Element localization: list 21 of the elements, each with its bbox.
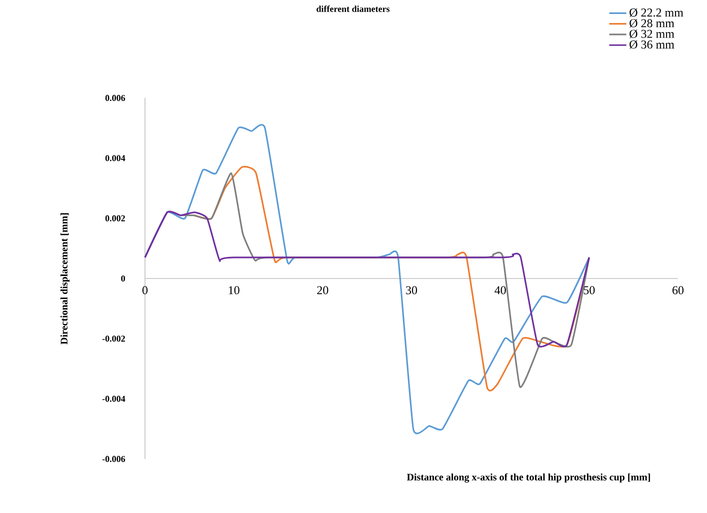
legend-label: Ø 36 mm [630,40,674,49]
x-tick-label: 60 [672,286,684,294]
x-tick-label: 10 [228,286,240,294]
y-tick-label: -0.006 [102,456,126,462]
y-tick-label: 0.002 [105,215,125,222]
legend-label: Ø 28 mm [630,18,674,28]
x-tick-label: 40 [494,286,506,294]
chart-title: different diameters [316,6,390,12]
y-tick-label: -0.004 [102,396,126,402]
y-tick-label: -0.002 [102,336,125,342]
legend-label: Ø 22.2 mm [630,8,684,17]
y-tick-label: 0.004 [105,155,126,162]
x-tick-label: 50 [584,286,595,294]
x-tick-label: 20 [317,286,328,294]
x-tick-label: 0 [142,286,148,294]
x-axis-title: Distance along x-axis of the total hip prosthesis cup [mm] [406,473,650,483]
y-tick-label: 0.006 [105,94,126,102]
x-tick-label: 30 [406,286,418,294]
legend-label: Ø 32 mm [630,30,674,38]
y-tick-label: 0 [121,275,125,282]
y-axis-title: Directional displacement [mm] [60,213,70,344]
